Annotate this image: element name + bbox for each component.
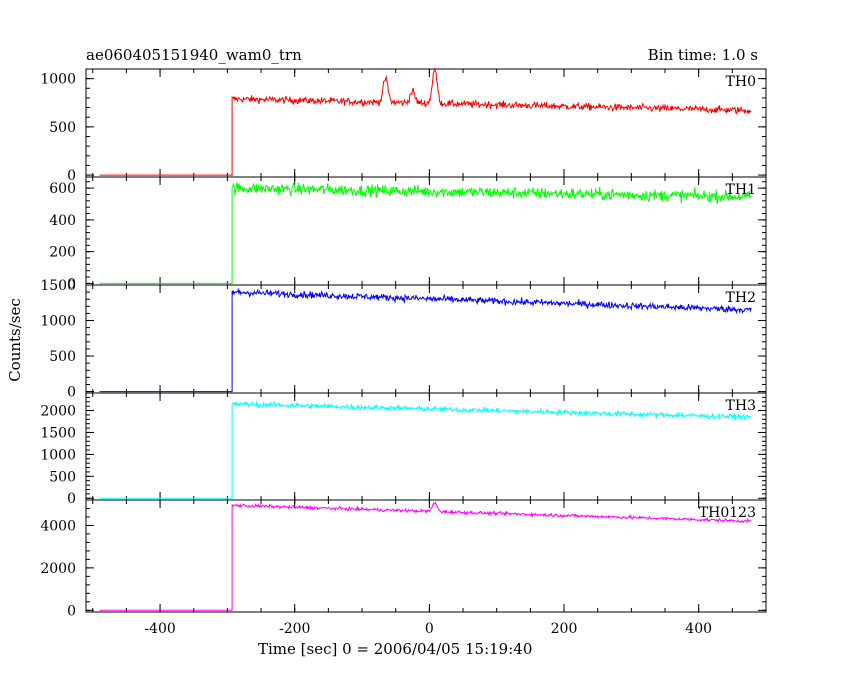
panel-frame-th2	[85, 284, 767, 394]
x-tick-label: 200	[551, 621, 578, 637]
y-tick-label: 1000	[40, 447, 76, 463]
series-line-th0	[99, 67, 752, 176]
y-tick-label: 0	[67, 603, 76, 619]
bin-time-label: Bin time: 1.0 s	[647, 46, 758, 64]
y-tick-label: 2000	[40, 561, 76, 577]
series-label-th0123: TH0123	[699, 505, 756, 521]
chart-title: ae060405151940_wam0_trn	[86, 46, 302, 64]
panel-frame-th0	[85, 68, 767, 178]
x-tick-label: 400	[685, 621, 712, 637]
x-tick-label: -200	[279, 621, 310, 637]
y-tick-label: 600	[49, 181, 76, 197]
y-tick-label: 0	[67, 491, 76, 507]
y-tick-label: 500	[49, 469, 76, 485]
y-tick-label: 200	[49, 245, 76, 261]
y-tick-label: 0	[67, 168, 76, 184]
series-line-th0123	[99, 501, 752, 611]
series-line-th3	[99, 400, 752, 499]
series-line-th2	[99, 287, 752, 393]
x-axis-label: Time [sec] 0 = 2006/04/05 15:19:40	[258, 640, 533, 658]
series-label-th0: TH0	[726, 74, 756, 90]
y-tick-label: 400	[49, 213, 76, 229]
series-line-th1	[99, 182, 752, 284]
y-tick-label: 2000	[40, 404, 76, 420]
y-tick-label: 500	[49, 349, 76, 365]
y-tick-label: 1500	[40, 425, 76, 441]
y-tick-label: 4000	[40, 518, 76, 534]
y-tick-label: 1500	[40, 278, 76, 294]
y-tick-label: 1000	[40, 72, 76, 88]
y-tick-label: 0	[67, 276, 76, 292]
series-label-th2: TH2	[726, 290, 756, 306]
y-tick-label: 0	[67, 385, 76, 401]
series-label-th3: TH3	[726, 398, 756, 414]
x-tick-label: -400	[144, 621, 175, 637]
x-tick-label: 0	[425, 621, 434, 637]
panel-frame-th3	[85, 392, 767, 501]
y-tick-label: 1000	[40, 314, 76, 330]
y-tick-label: 500	[49, 120, 76, 136]
series-label-th1: TH1	[726, 182, 756, 198]
panel-frame-th0123	[85, 499, 767, 613]
